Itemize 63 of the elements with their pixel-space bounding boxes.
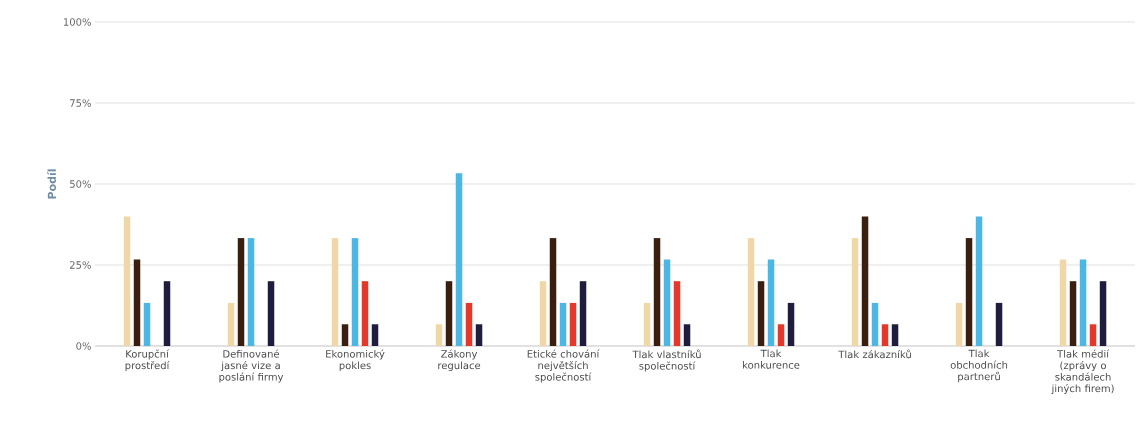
x-tick-label: Tlak vlastníků společností [632, 349, 701, 372]
bar [891, 324, 899, 346]
bar [143, 302, 151, 346]
bar [851, 238, 859, 346]
bar [975, 216, 983, 346]
x-tick-label: Definované jasné vize a poslání firmy [219, 349, 284, 383]
y-tick-label: 50% [70, 180, 91, 188]
bar [643, 302, 651, 346]
bar [653, 238, 661, 346]
bar [777, 324, 785, 346]
bar [371, 324, 379, 346]
bar [569, 302, 577, 346]
x-tick-label: Korupční prostředí [125, 349, 170, 372]
x-tick-label: Tlak konkurence [743, 349, 800, 369]
x-tick-label: Tlak obchodních partnerů [950, 349, 1008, 383]
y-tick-label: 100% [63, 18, 91, 26]
bar [559, 302, 567, 346]
bar [465, 302, 473, 346]
bar [757, 281, 765, 346]
y-tick-label: 25% [69, 261, 91, 269]
y-tick-label: 0% [76, 342, 91, 350]
bar [331, 238, 339, 346]
bar [881, 324, 889, 346]
bar [1069, 281, 1077, 346]
bar [1099, 281, 1107, 346]
x-tick-label: Tlak médií (zprávy o skandálech jiných firem) [1051, 349, 1114, 395]
bar [871, 302, 879, 346]
bar [579, 281, 587, 346]
bar [163, 281, 171, 346]
bar [767, 259, 775, 346]
bar [267, 281, 275, 346]
bar [341, 324, 349, 346]
bar [361, 281, 369, 346]
x-tick-label: Ekonomický pokles [326, 349, 385, 372]
bar [1059, 259, 1067, 346]
bar [237, 238, 245, 346]
bar [227, 302, 235, 346]
bar [247, 238, 255, 346]
y-axis-title: Podíl [47, 169, 57, 199]
bar [1079, 259, 1087, 346]
bar [861, 216, 869, 346]
bar [995, 302, 1003, 346]
bar [133, 259, 141, 346]
bar [965, 238, 973, 346]
bar [663, 259, 671, 346]
bar [445, 281, 453, 346]
bar [1089, 324, 1097, 346]
x-tick-label: Tlak zákazníků [838, 349, 911, 359]
bar [683, 324, 691, 346]
x-tick-label: Zákony regulace [438, 349, 481, 372]
bar [673, 281, 681, 346]
bar [123, 216, 131, 346]
bar [351, 238, 359, 346]
y-tick-label: 75% [70, 99, 91, 107]
bar [955, 302, 963, 346]
bar [435, 324, 443, 346]
bar [475, 324, 483, 346]
bar [787, 302, 795, 346]
bar [455, 173, 463, 346]
x-tick-label: Etické chování největších společností [527, 349, 600, 383]
bar [747, 238, 755, 346]
bar [539, 281, 547, 346]
bar [549, 238, 557, 346]
